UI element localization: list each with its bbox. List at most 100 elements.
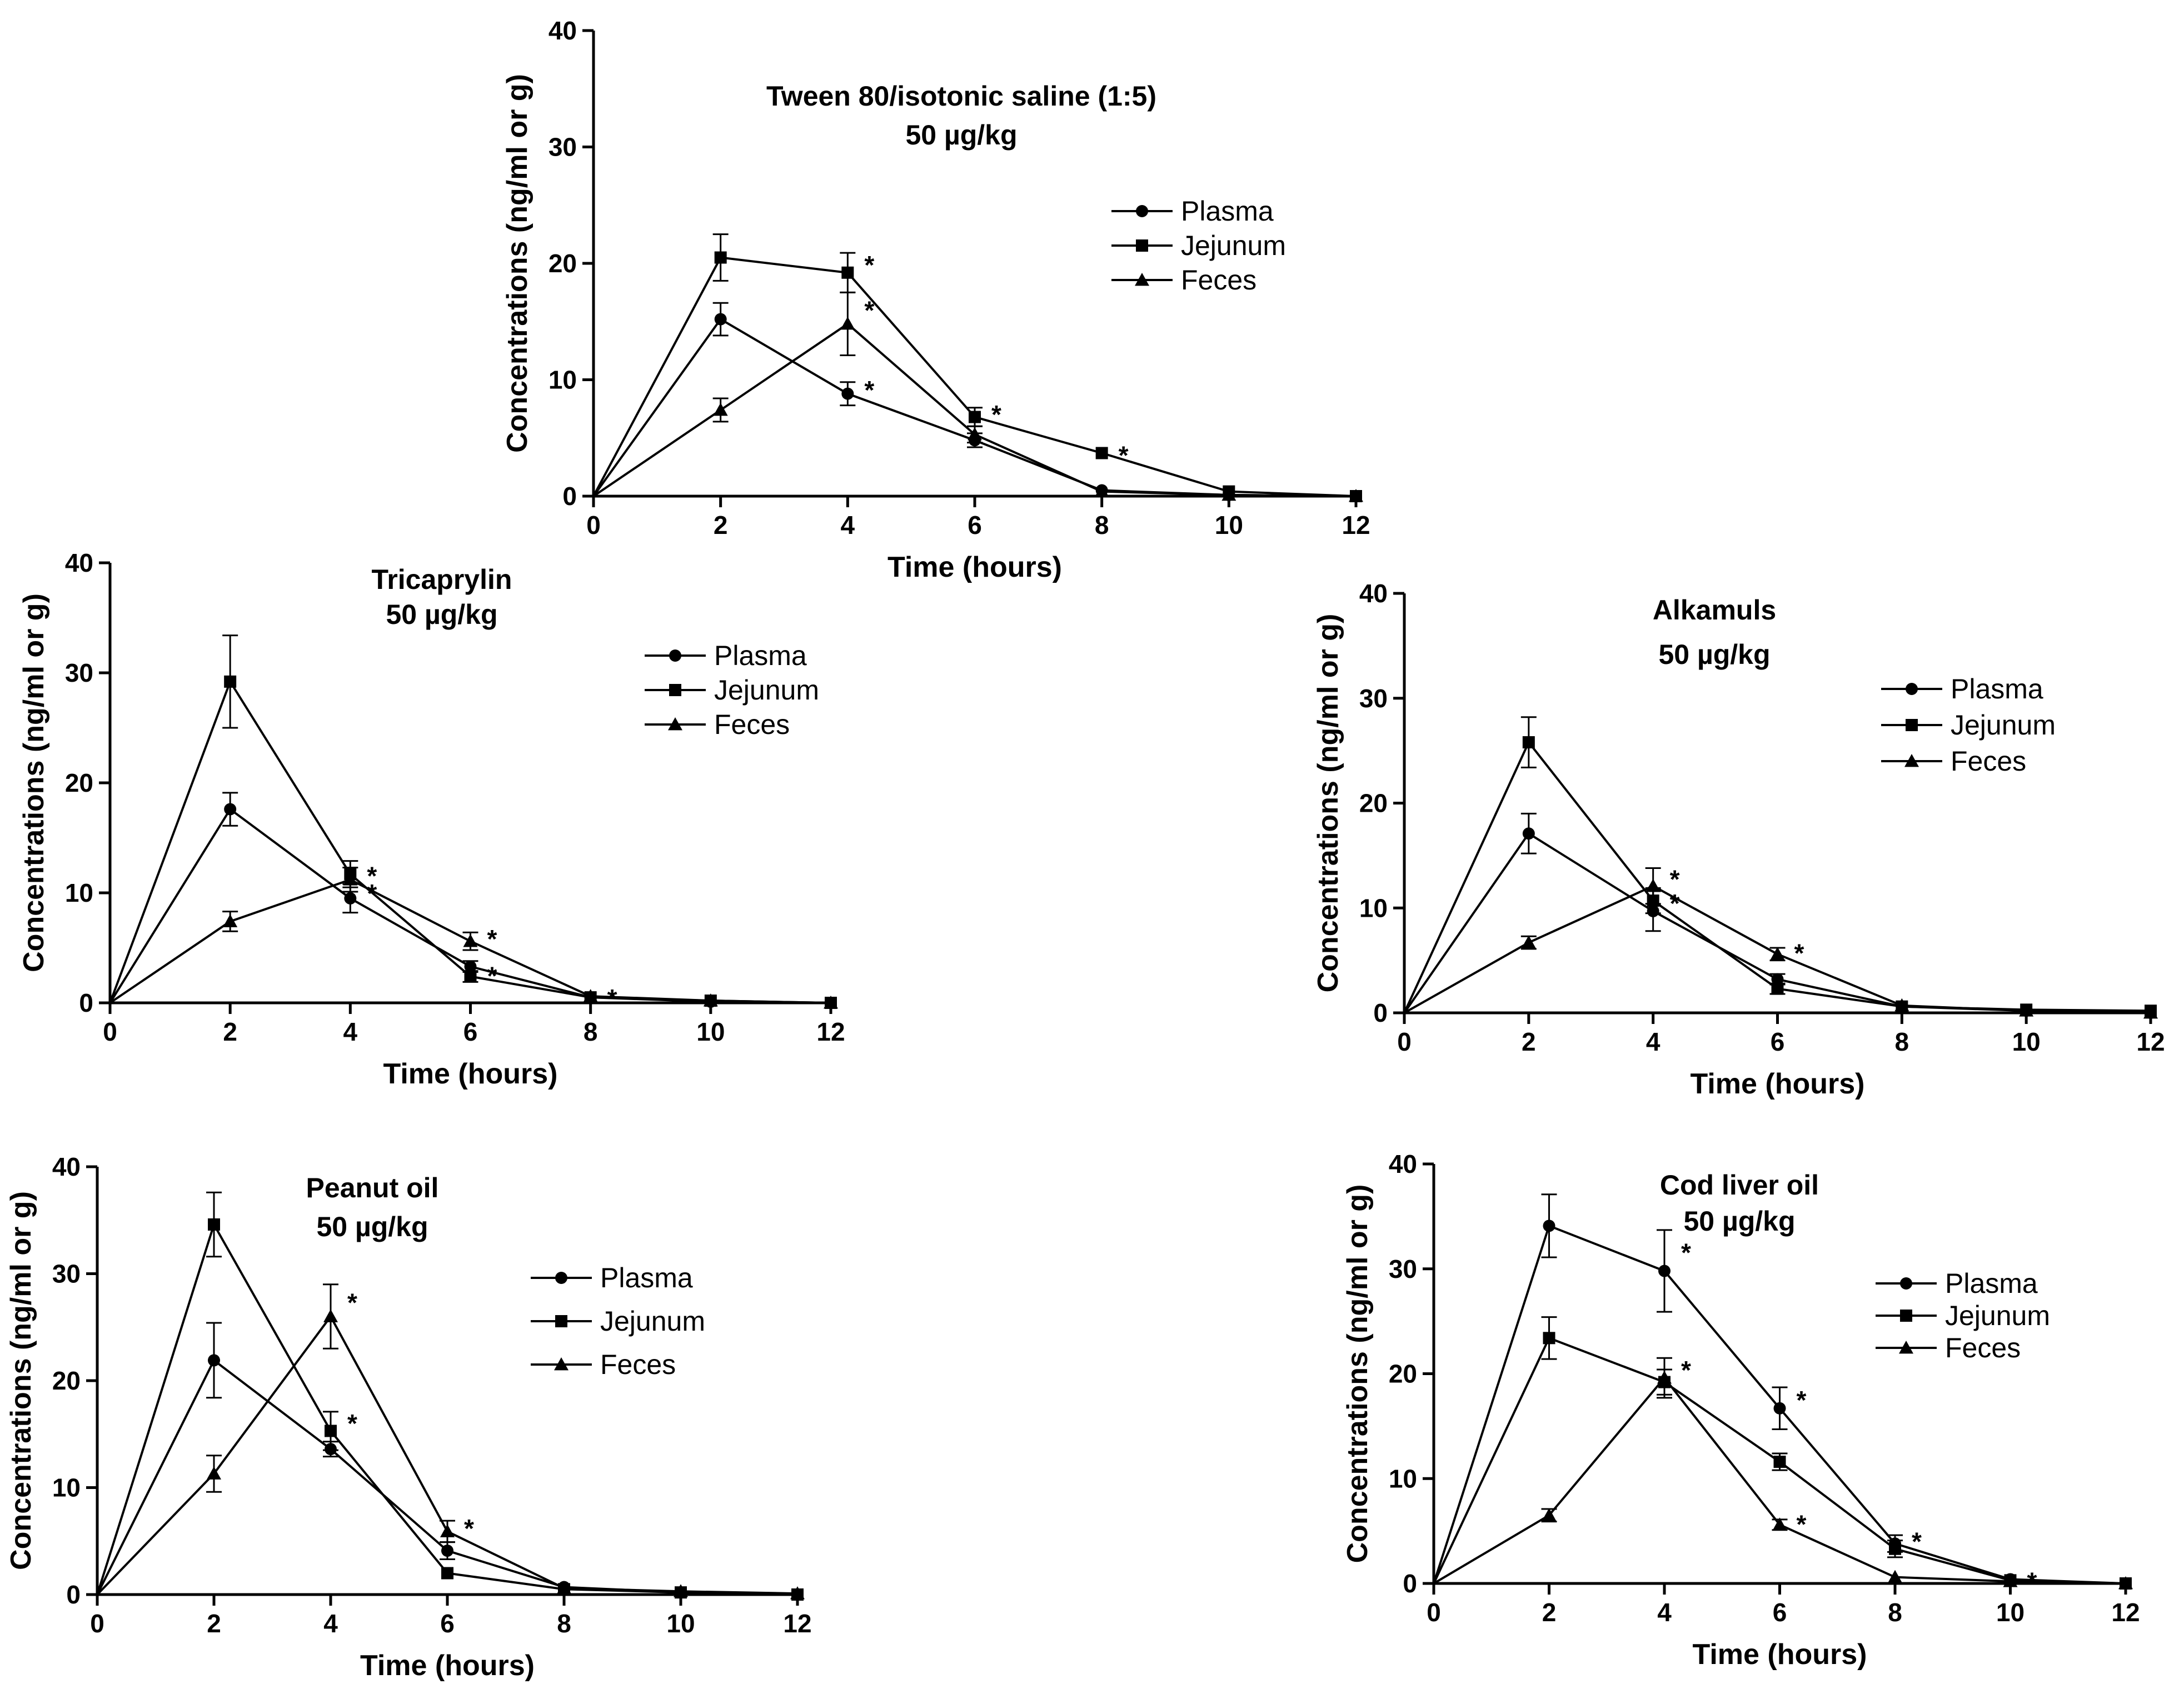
chart-title: Peanut oil [306,1172,439,1203]
series-feces: * * Feces [1433,1332,2133,1590]
x-tick-label: 6 [1773,1598,1787,1627]
series-line-jejunum [1403,740,2151,1013]
significance-mark: * [864,296,874,325]
significance-mark: * [367,861,377,890]
y-tick-label: 0 [1403,1569,1417,1598]
data-point-feces [674,1584,688,1597]
y-tick-label: 20 [65,768,93,797]
legend-marker [1899,1341,1913,1354]
data-point-plasma [464,960,477,973]
x-tick-label: 12 [783,1609,811,1638]
legend-marker [555,1272,567,1284]
legend-marker [1900,1310,1912,1322]
data-point-jejunum [841,266,854,279]
data-point-jejunum [1889,1542,1901,1555]
x-tick-label: 0 [90,1609,104,1638]
significance-mark: * [464,1514,474,1543]
y-tick-label: 30 [52,1260,81,1288]
data-point-feces [1349,489,1363,502]
significance-mark: * [1670,865,1680,894]
data-point-feces [2118,1576,2133,1590]
series-feces: * * * Feces [109,709,838,1013]
legend-label-jejunum: Jejunum [1951,709,2056,741]
data-point-feces [557,1581,571,1594]
data-point-plasma [841,387,854,400]
y-tick-label: 10 [65,878,93,907]
y-tick-label: 30 [1389,1255,1417,1283]
x-tick-label: 12 [1342,511,1370,539]
x-tick-label: 12 [2111,1598,2140,1627]
y-tick-label: 40 [1389,1150,1417,1178]
x-tick-label: 2 [714,511,728,539]
y-axis-title: Concentrations (ng/ml or g) [1312,614,1344,993]
data-point-jejunum [464,970,477,983]
significance-mark: * [864,376,874,404]
y-tick-label: 0 [66,1580,81,1609]
chart-title: Alkamuls [1653,594,1776,626]
x-tick-label: 10 [1215,511,1243,539]
data-point-jejunum [1522,736,1535,749]
y-tick-label: 0 [562,482,577,511]
legend-marker [1906,719,1918,731]
legend-marker [1136,205,1148,217]
chart-subtitle: 50 µg/kg [386,599,497,630]
data-point-plasma [1773,1402,1786,1415]
series-jejunum: Jejunum [1433,1300,2132,1590]
data-point-feces [207,1466,221,1480]
legend-label-plasma: Plasma [1181,196,1274,227]
x-tick-label: 2 [1522,1027,1536,1056]
legend-marker [1135,273,1149,286]
x-tick-label: 2 [1542,1598,1557,1627]
legend-marker [668,717,682,731]
x-tick-label: 6 [968,511,982,539]
data-point-plasma [1543,1220,1555,1232]
data-point-feces [1221,487,1236,501]
y-tick-label: 20 [52,1366,81,1395]
chart-subtitle: 50 µg/kg [905,119,1017,151]
x-axis-title: Time (hours) [383,1058,558,1090]
x-tick-label: 4 [1657,1598,1672,1627]
x-axis-title: Time (hours) [360,1650,535,1682]
data-point-jejunum [208,1218,220,1231]
chart-panel-alkamuls: 0 10 20 30 40 0 2 4 6 8 10 12 Time (hours) Concentrat… [1312,579,2165,1100]
data-point-feces [2019,1003,2034,1017]
data-point-jejunum [441,1567,453,1580]
x-tick-label: 0 [1397,1027,1412,1056]
data-point-feces [343,872,358,886]
legend-label-plasma: Plasma [1945,1268,2038,1299]
data-point-feces [1770,947,1785,960]
significance-mark: * [1797,1386,1807,1415]
x-tick-label: 8 [584,1017,598,1046]
y-tick-label: 10 [52,1473,81,1502]
data-point-plasma [1771,973,1784,986]
legend-marker [1906,683,1918,695]
y-tick-label: 40 [1359,579,1388,608]
significance-mark: * [347,1409,357,1438]
significance-mark: * [487,925,497,953]
data-point-jejunum [714,251,727,264]
chart-panel-tricap: 0 10 20 30 40 0 2 4 6 8 10 12 Time (hours) Concentrat… [18,548,845,1090]
legend-label-jejunum: Jejunum [714,674,819,706]
x-tick-label: 12 [816,1017,845,1046]
chart-title: Tween 80/isotonic saline (1:5) [766,81,1156,112]
significance-mark: * [487,962,497,991]
data-point-plasma [208,1354,220,1367]
legend-label-feces: Feces [1181,264,1256,296]
y-tick-label: 20 [1389,1360,1417,1388]
data-point-plasma [224,803,237,816]
data-point-feces [824,996,838,1009]
data-point-feces [1094,484,1109,498]
chart-title: Cod liver oil [1660,1170,1819,1201]
data-point-feces [2003,1574,2018,1587]
x-tick-label: 10 [1996,1598,2025,1627]
series-jejunum: * Jejunum [96,1191,804,1601]
data-point-feces [1542,1508,1557,1521]
x-tick-label: 10 [666,1609,695,1638]
significance-mark: * [1912,1527,1922,1556]
data-point-jejunum [325,1425,337,1437]
legend-marker [555,1315,567,1327]
x-tick-label: 4 [323,1609,338,1638]
x-tick-label: 8 [1895,1027,1909,1056]
data-point-feces [703,993,718,1007]
